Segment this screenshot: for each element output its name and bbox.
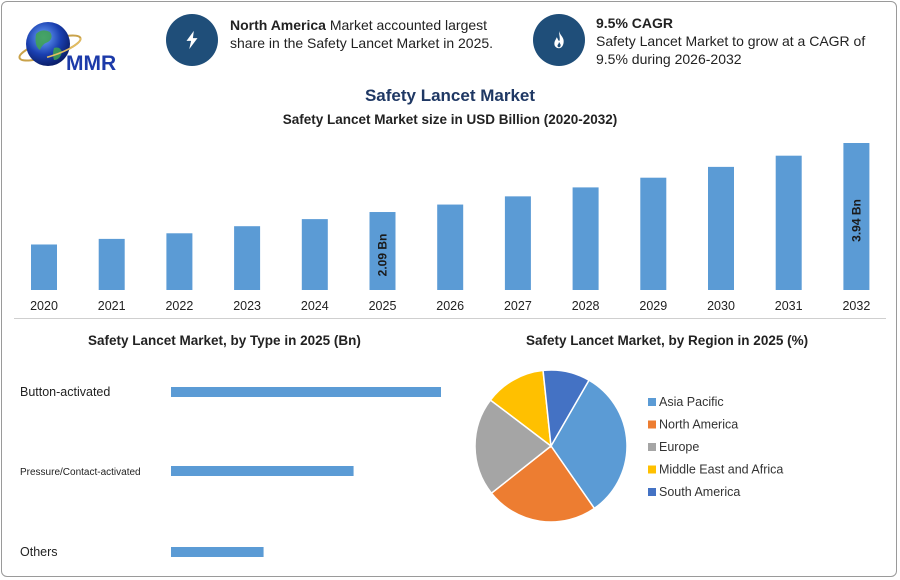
flame-icon [554,30,564,49]
bar-2032 [843,143,870,290]
pie-slice-2 [474,398,553,495]
lightning-badge [166,14,218,66]
bar-2023 [234,226,261,290]
market-size-bar-chart: 2020 2021 2022 2023 2024 2025 2026 2027 2028 2029… [30,143,870,313]
highlight-cagr-bold: 9.5% CAGR [596,15,674,31]
legend-label-2: Europe [659,440,699,454]
region-chart-title: Safety Lancet Market, by Region in 2025 … [526,333,809,348]
highlight-cagr-text: Safety Lancet Market to grow at a CAGR o… [596,33,866,67]
main-chart-title: Safety Lancet Market [364,86,536,105]
x-tick-label-2025: 2025 [369,299,397,313]
type-label-2: Others [20,545,58,559]
legend-swatch-1 [648,420,656,429]
pie-slice-4 [542,369,591,449]
flame-badge [533,14,585,66]
bar-2022 [166,233,193,290]
x-tick-label-2023: 2023 [233,299,261,313]
type-chart-title: Safety Lancet Market, by Type in 2025 (B… [88,333,361,348]
legend-label-0: Asia Pacific [659,395,724,409]
data-label-2032: 3.94 Bn [849,199,863,242]
section-divider [14,318,886,319]
highlight-bold: North America [230,17,326,33]
region-pie-chart: Asia Pacific North America Europe Middle Ea… [474,369,783,523]
bar-2025 [369,212,396,290]
x-tick-label-2032: 2032 [842,299,870,313]
type-hbar-chart: Button-activated Pressure/Contact-activat… [20,385,441,559]
x-tick-label-2027: 2027 [504,299,532,313]
bar-2020 [31,244,57,290]
x-tick-label-2021: 2021 [98,299,126,313]
x-tick-label-2020: 2020 [30,299,58,313]
legend-label-1: North America [659,418,738,432]
pie-slice-1 [490,444,596,523]
bar-2028 [572,187,599,290]
x-tick-label-2029: 2029 [639,299,667,313]
bar-2026 [437,204,464,290]
x-tick-label-2022: 2022 [165,299,193,313]
mmr-logo: MMR [18,22,116,75]
data-label-2025: 2.09 Bn [376,234,390,277]
highlight-cagr: 9.5% CAGR Safety Lancet Market to grow a… [596,14,876,68]
bar-2029 [640,177,667,290]
x-tick-label-2026: 2026 [436,299,464,313]
bar-2031 [775,155,802,290]
legend-label-4: South America [659,485,740,499]
highlight-text: Market accounted largest share in the Sa… [230,17,494,51]
legend-label-3: Middle East and Africa [659,463,783,477]
highlight-north-america: North America Market accounted largest s… [230,16,505,52]
bar-2030 [708,166,734,290]
type-label-1: Pressure/Contact-activated [20,467,141,478]
bar-2024 [301,219,328,290]
legend-swatch-0 [648,398,656,406]
lightning-icon [186,30,198,50]
x-tick-label-2030: 2030 [707,299,735,313]
x-tick-label-2024: 2024 [301,299,329,313]
type-bar-2 [171,547,264,557]
pie-slice-0 [550,379,628,510]
logo-text: MMR [66,52,116,75]
pie-slice-3 [489,369,552,448]
x-tick-label-2028: 2028 [572,299,600,313]
x-tick-label-2031: 2031 [775,299,803,313]
legend-swatch-3 [648,465,656,474]
type-bar-0 [171,387,441,397]
type-bar-1 [171,466,354,476]
main-chart-subtitle: Safety Lancet Market size in USD Billion… [282,112,618,127]
legend-swatch-2 [648,443,656,451]
bar-2027 [504,196,531,290]
type-label-0: Button-activated [20,385,110,399]
legend-swatch-4 [648,488,656,496]
bar-2021 [98,238,125,290]
